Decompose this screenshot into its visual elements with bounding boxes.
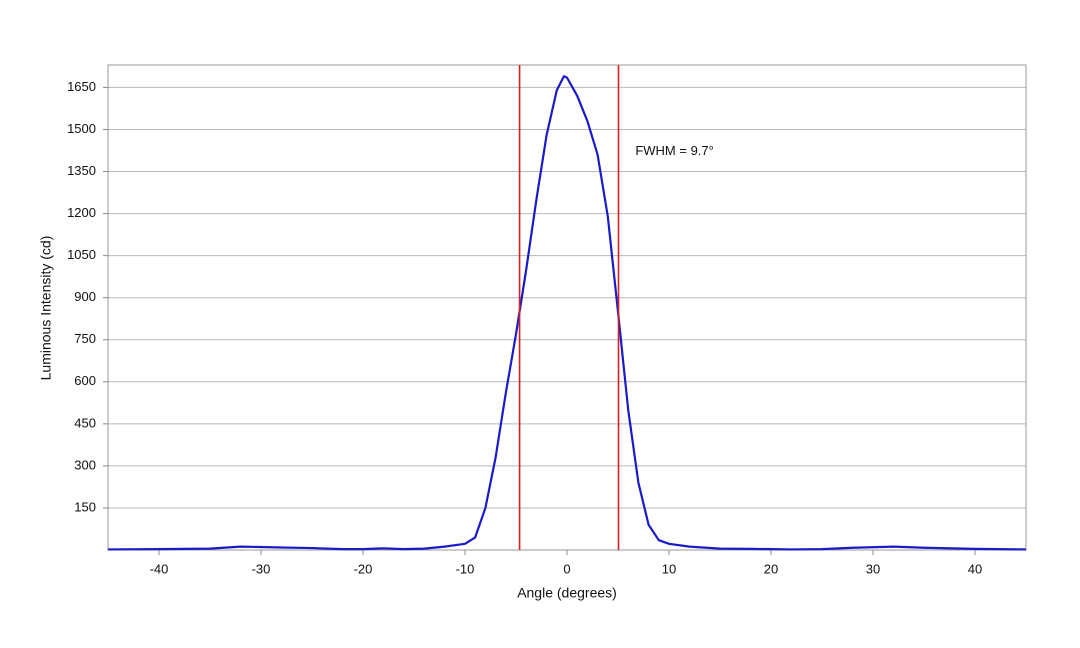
y-tick-label: 1050: [67, 247, 96, 262]
y-tick-label: 300: [74, 457, 96, 472]
line-series: [107, 75, 1027, 551]
plot-frame: [107, 64, 1027, 551]
y-axis-label: Luminous Intensity (cd): [38, 236, 54, 381]
y-tick-label: 150: [74, 499, 96, 514]
x-tick-label: -10: [456, 561, 475, 576]
y-tick-label: 450: [74, 415, 96, 430]
x-tick-label: 40: [968, 561, 982, 576]
y-tick-label: 750: [74, 331, 96, 346]
y-tick-label: 1500: [67, 121, 96, 136]
y-tick-label: 900: [74, 289, 96, 304]
x-axis-label: Angle (degrees): [517, 585, 617, 601]
annotation: FWHM = 9.7°: [635, 143, 714, 158]
x-tick-label: -20: [354, 561, 373, 576]
y-tick-label: 1200: [67, 205, 96, 220]
x-tick-label: -40: [150, 561, 169, 576]
x-tick-label: 20: [764, 561, 778, 576]
y-tick-label: 1350: [67, 163, 96, 178]
y-tick-label: 1650: [67, 79, 96, 94]
x-tick-label: 0: [563, 561, 570, 576]
y-tick-label: 600: [74, 373, 96, 388]
x-tick-label: -30: [252, 561, 271, 576]
x-tick-label: 30: [866, 561, 880, 576]
x-tick-label: 10: [662, 561, 676, 576]
